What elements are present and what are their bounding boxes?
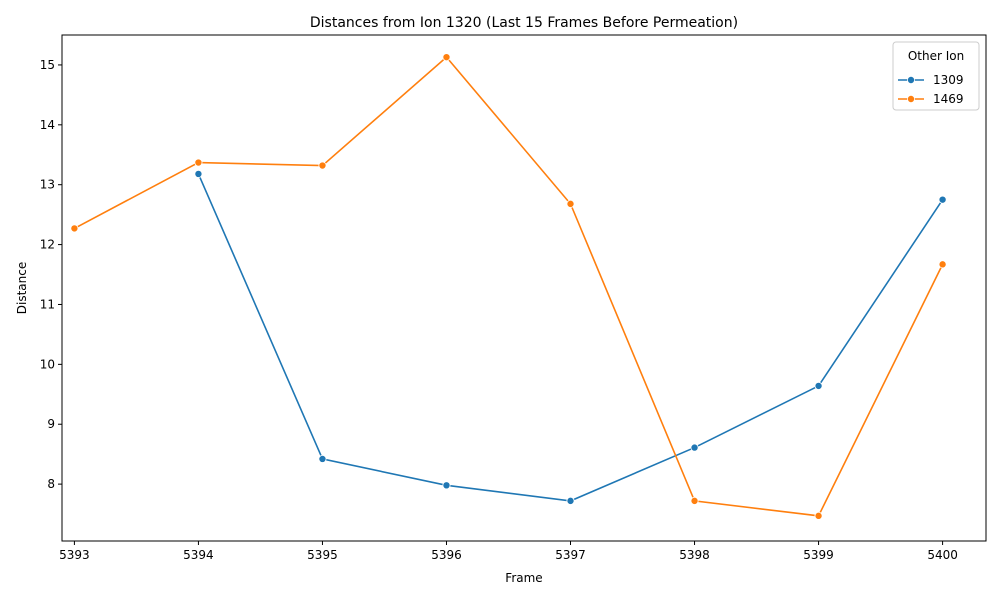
y-tick-label: 9 (47, 417, 55, 431)
data-point-1309 (194, 169, 203, 178)
x-tick-label: 5397 (555, 548, 586, 562)
data-point-1309 (318, 454, 327, 463)
legend-marker-1469 (907, 95, 916, 104)
y-tick-label: 15 (40, 58, 55, 72)
data-point-1469 (442, 53, 451, 62)
x-tick-label: 5399 (803, 548, 834, 562)
data-point-1469 (70, 224, 79, 233)
y-tick-label: 13 (40, 178, 55, 192)
y-axis: 8 9 10 11 12 13 14 15 (40, 58, 62, 491)
legend-label-1469: 1469 (933, 92, 964, 106)
chart-title: Distances from Ion 1320 (Last 15 Frames … (310, 15, 738, 31)
x-tick-label: 5396 (431, 548, 462, 562)
data-point-1469 (814, 511, 823, 520)
data-point-1309 (690, 443, 699, 452)
data-point-1309 (566, 496, 575, 505)
series-line-1309 (197, 173, 944, 502)
plot-frame (61, 34, 987, 542)
plot-area (61, 34, 987, 542)
y-tick-label: 10 (40, 357, 55, 371)
legend-title: Other Ion (908, 49, 964, 63)
y-axis-label: Distance (15, 262, 29, 314)
data-point-1469 (194, 158, 203, 167)
x-tick-label: 5400 (927, 548, 958, 562)
legend-entries: 1309 1469 (898, 73, 964, 106)
data-point-1469 (566, 199, 575, 208)
x-tick-label: 5394 (183, 548, 214, 562)
data-point-1469 (318, 161, 327, 170)
data-point-1469 (938, 260, 947, 269)
legend-marker-1309 (907, 76, 916, 85)
x-tick-label: 5393 (59, 548, 90, 562)
data-point-1309 (938, 195, 947, 204)
x-axis-label: Frame (505, 571, 542, 585)
y-tick-label: 11 (40, 297, 55, 311)
series-layer (70, 53, 947, 520)
data-point-1309 (814, 381, 823, 390)
x-axis: 5393 5394 5395 5396 5397 5398 5399 5400 (59, 541, 958, 562)
x-tick-label: 5398 (679, 548, 710, 562)
data-point-1469 (690, 496, 699, 505)
y-tick-label: 12 (40, 238, 55, 252)
series-line-1469 (74, 56, 944, 517)
y-tick-label: 14 (40, 118, 55, 132)
legend: Other Ion 1309 1469 (892, 41, 980, 111)
data-point-1309 (442, 481, 451, 490)
y-tick-label: 8 (47, 477, 55, 491)
legend-label-1309: 1309 (933, 73, 964, 87)
x-tick-label: 5395 (307, 548, 338, 562)
legend-box (892, 41, 980, 111)
